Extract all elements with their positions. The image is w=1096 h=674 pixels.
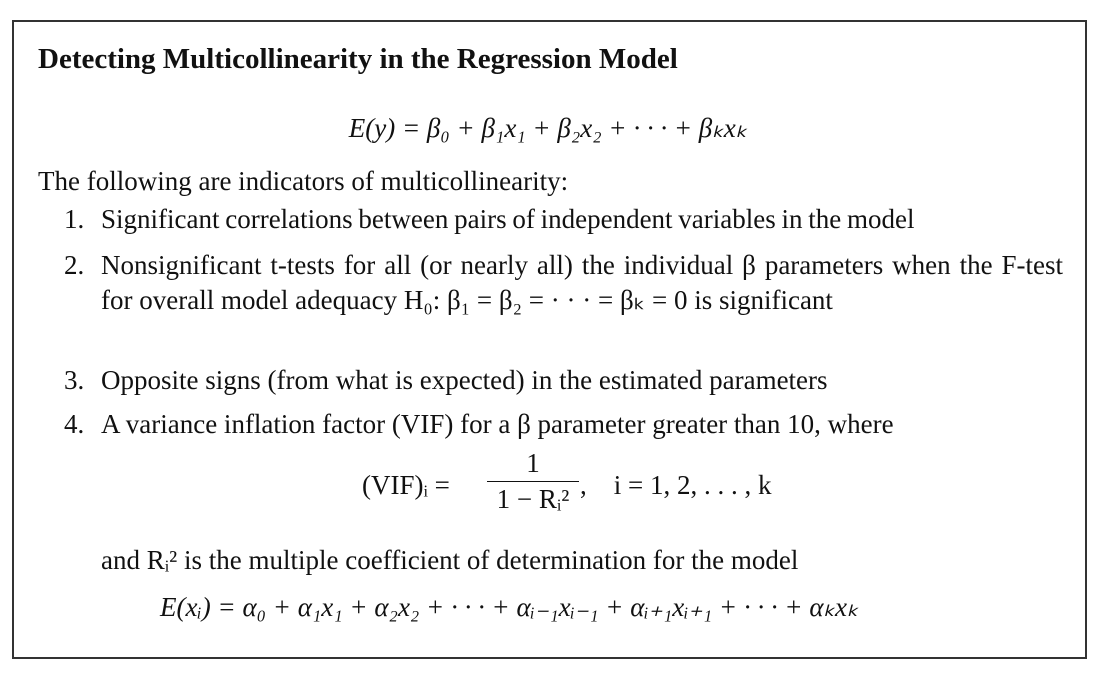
vif-fraction: 1 1 − Rᵢ² — [487, 448, 579, 515]
item-number: 2. — [64, 250, 85, 280]
item-number: 3. — [64, 365, 85, 395]
intro: The following are indicators of multicol… — [38, 166, 569, 196]
vif-denominator: 1 − Rᵢ² — [496, 484, 570, 514]
item-text: Nonsignificant t-tests for all (or nearl… — [101, 250, 1063, 315]
fraction-bar — [487, 481, 579, 482]
item-text: A variance inflation factor (VIF) for a … — [101, 409, 894, 439]
box-frame — [12, 20, 1087, 659]
vif-numerator: 1 — [526, 448, 540, 478]
model-equation: E(y) = β₀ + β₁x₁ + β₂x₂ + · · · + βₖxₖ — [348, 113, 748, 143]
r2-note: and Rᵢ² is the multiple coefficient of d… — [101, 545, 799, 575]
box-title: Detecting Multicollinearity in the Regre… — [38, 43, 678, 75]
item-text: Significant correlations between pairs o… — [101, 204, 915, 234]
item-number: 1. — [64, 204, 85, 234]
item-number: 4. — [64, 409, 85, 439]
auxiliary-equation: E(xᵢ) = α₀ + α₁x₁ + α₂x₂ + · · · + αᵢ₋₁x… — [160, 592, 859, 622]
vif-tail: , i = 1, 2, . . . , k — [580, 470, 772, 500]
item-text: Opposite signs (from what is expected) i… — [101, 365, 828, 395]
vif-lhs: (VIF)ᵢ = — [362, 470, 450, 500]
